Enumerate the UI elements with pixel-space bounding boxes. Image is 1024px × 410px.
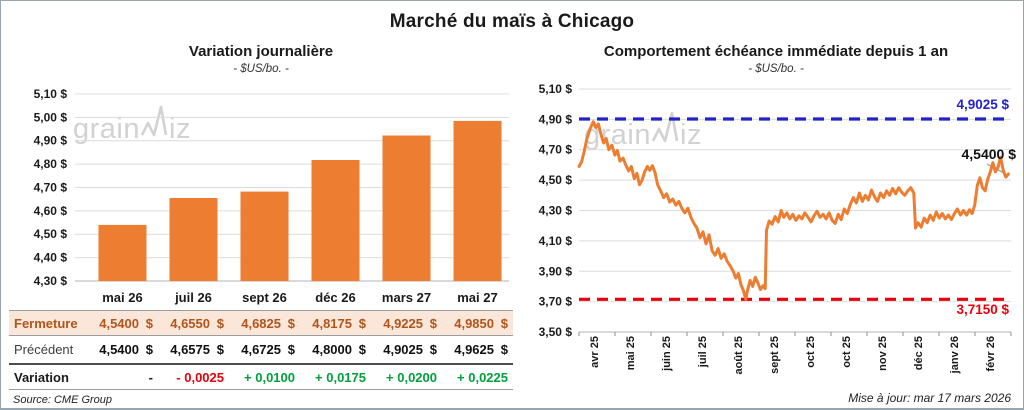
- table-cell: 4,6725 $: [241, 342, 295, 357]
- last-price-label: 4,5400 $: [961, 146, 1017, 162]
- table-cell: + 0,0100: [244, 369, 295, 385]
- x-axis-label: oct 25: [841, 336, 853, 368]
- svg-text:4,90 $: 4,90 $: [539, 112, 573, 126]
- table-cell: + 0,0225: [457, 369, 508, 385]
- table-header-row: mai 26 juil 26 sept 26 déc 26 mars 27 mai 27: [9, 285, 513, 310]
- table-cell: 4,6575 $: [170, 342, 224, 357]
- table-cell: 4,5400 $: [99, 342, 153, 357]
- source-note: Source: CME Group: [13, 394, 113, 406]
- table-cell: - 0,0025: [176, 369, 224, 385]
- front-month-line-chart: 5,10 $ 4,90 $ 4,70 $ 4,50 $ 4,30 $ 4,10 $ 3,90…: [539, 82, 1012, 339]
- row-label: Fermeture: [14, 315, 78, 331]
- svg-text:5,00 $: 5,00 $: [34, 110, 68, 124]
- column-header: sept 26: [242, 290, 287, 305]
- row-label: Précédent: [14, 342, 74, 357]
- svg-text:5,10 $: 5,10 $: [539, 82, 573, 96]
- page-title: Marché du maïs à Chicago: [389, 11, 635, 32]
- high-reference-label: 4,9025 $: [956, 97, 1009, 112]
- svg-text:4,70 $: 4,70 $: [34, 181, 68, 195]
- table-row-fermeture: Fermeture 4,5400 $ 4,6550 $ 4,6825 $ 4,8175 $ 4,9…: [9, 310, 513, 336]
- table-cell: 4,9225 $: [383, 315, 437, 331]
- table-cell: 4,8175 $: [312, 315, 366, 331]
- svg-text:4,40 $: 4,40 $: [34, 251, 68, 265]
- watermark-spike-icon: [141, 105, 168, 137]
- svg-text:3,70 $: 3,70 $: [539, 295, 573, 309]
- table-cell: 4,5400 $: [99, 315, 153, 331]
- grainwiz-watermark: grain iz: [73, 105, 191, 144]
- table-cell: 4,6825 $: [241, 315, 295, 331]
- column-header: déc 26: [315, 290, 356, 305]
- watermark-spike-icon: [652, 111, 679, 143]
- x-axis-label: juin 25: [661, 336, 673, 371]
- watermark-text-suffix: iz: [680, 119, 702, 151]
- table-cell: 4,8000 $: [312, 342, 366, 357]
- table-row-precedent: Précédent 4,5400 $ 4,6575 $ 4,6725 $ 4,8000 $ 4,9…: [9, 336, 513, 363]
- table-cell: 4,9025 $: [383, 342, 437, 357]
- svg-text:4,70 $: 4,70 $: [539, 143, 573, 157]
- bar-chart-subtitle: - $US/bo. -: [233, 63, 289, 75]
- svg-text:3,90 $: 3,90 $: [539, 264, 573, 278]
- update-note: Mise à jour: mar 17 mars 2026: [848, 391, 1011, 405]
- x-axis-label: sept 25: [769, 336, 781, 374]
- x-axis-label: juil 25: [697, 336, 709, 368]
- x-axis-label: oct 25: [805, 336, 817, 368]
- svg-text:3,50 $: 3,50 $: [539, 325, 573, 339]
- line-chart-title: Comportement échéance immédiate depuis 1…: [603, 43, 949, 60]
- svg-text:4,80 $: 4,80 $: [34, 157, 68, 171]
- bar-chart-title: Variation journalière: [188, 43, 334, 60]
- table-cell: + 0,0175: [315, 369, 366, 385]
- table-cell: 4,9850 $: [454, 315, 508, 331]
- svg-text:4,90 $: 4,90 $: [34, 134, 68, 148]
- price-table: mai 26 juil 26 sept 26 déc 26 mars 27 mai 27 …: [9, 285, 513, 390]
- table-cell: 4,6550 $: [170, 315, 224, 331]
- watermark-text-prefix: grain: [73, 113, 140, 145]
- column-header: mars 27: [381, 290, 432, 305]
- svg-text:4,60 $: 4,60 $: [34, 204, 68, 218]
- low-reference-label: 3,7150 $: [956, 302, 1009, 317]
- column-header: mai 27: [457, 290, 498, 305]
- svg-text:4,50 $: 4,50 $: [34, 227, 68, 241]
- x-axis-label: févr 26: [985, 336, 997, 372]
- svg-text:5,10 $: 5,10 $: [34, 87, 68, 101]
- table-cell: + 0,0200: [386, 369, 437, 385]
- x-axis-label: janv 26: [949, 336, 961, 374]
- line-chart-subtitle: - $US/bo. -: [748, 63, 804, 75]
- column-header: mai 26: [102, 290, 143, 305]
- row-label: Variation: [14, 369, 69, 385]
- x-axis-label: mai 25: [625, 336, 637, 371]
- x-axis-label: nov 25: [877, 336, 889, 371]
- x-axis-label: déc 25: [913, 336, 925, 371]
- svg-text:4,30 $: 4,30 $: [539, 204, 573, 218]
- svg-text:4,10 $: 4,10 $: [539, 234, 573, 248]
- x-axis-label: août 25: [733, 336, 745, 375]
- daily-variation-bar-chart: 5,10 $ 5,00 $ 4,90 $ 4,80 $ 4,70 $ 4,60 $ 4,50…: [34, 87, 509, 288]
- table-cell: -: [148, 369, 153, 385]
- x-axis-label: avr 25: [589, 336, 601, 368]
- svg-text:4,50 $: 4,50 $: [539, 173, 573, 187]
- table-cell: 4,9625 $: [454, 342, 508, 357]
- column-header: juil 26: [175, 290, 212, 305]
- table-row-variation: Variation - - 0,0025 + 0,0100 + 0,0175 + 0,02…: [9, 363, 513, 390]
- watermark-text-suffix: iz: [169, 113, 191, 145]
- svg-text:4,30 $: 4,30 $: [34, 274, 68, 288]
